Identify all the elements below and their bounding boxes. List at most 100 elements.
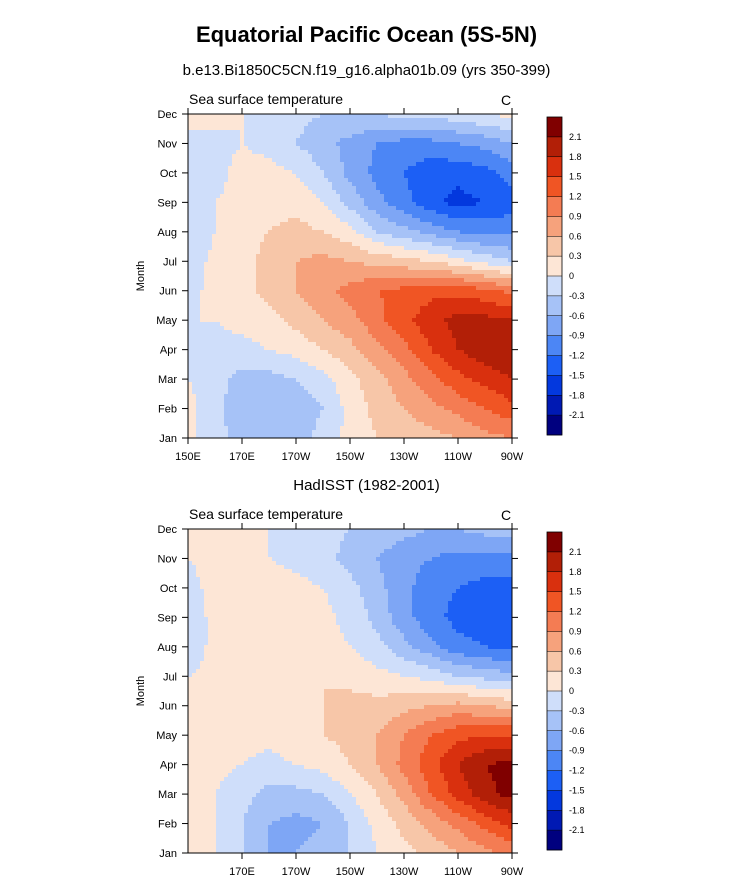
- panel-1-cell: [352, 318, 357, 323]
- panel-1-cell: [308, 314, 313, 319]
- panel-1-cell: [508, 206, 512, 211]
- panel-1-cell: [296, 326, 301, 331]
- panel-1-cell: [288, 294, 293, 299]
- panel-1-cell: [204, 190, 209, 195]
- panel-1-cell: [300, 170, 305, 175]
- panel-1-cell: [388, 158, 393, 163]
- panel-1-cell: [316, 122, 321, 127]
- panel-1-cell: [264, 322, 269, 327]
- panel-1-cell: [324, 310, 329, 315]
- panel-1-cell: [284, 302, 289, 307]
- panel-1-cell: [324, 354, 329, 359]
- panel-1-cell: [344, 138, 349, 143]
- panel-1-cell: [304, 154, 309, 159]
- panel-1-cell: [400, 278, 405, 283]
- panel-1-cell: [436, 262, 441, 267]
- panel-1-cell: [508, 286, 512, 291]
- panel-1-cell: [296, 266, 301, 271]
- panel-1-cell: [472, 262, 477, 267]
- panel-1-cell: [208, 330, 213, 335]
- panel-1-cell: [428, 190, 433, 195]
- panel-1-cell: [208, 214, 213, 219]
- panel-1-cell: [264, 198, 269, 203]
- panel-1-cell: [400, 306, 405, 311]
- panel-1-cell: [400, 154, 405, 159]
- panel-1-cell: [472, 338, 477, 343]
- panel-1-cell: [384, 250, 389, 255]
- panel-1-cell: [320, 342, 325, 347]
- panel-1-cell: [344, 262, 349, 267]
- panel-1-cell: [224, 250, 229, 255]
- panel-1-cell: [336, 246, 341, 251]
- panel-1-cell: [272, 358, 277, 363]
- panel-1-cell: [332, 118, 337, 123]
- panel-1-cell: [508, 178, 512, 183]
- panel-1-cell: [340, 122, 345, 127]
- panel-1-cell: [416, 314, 421, 319]
- panel-1-cell: [484, 154, 489, 159]
- panel-1-cell: [324, 298, 329, 303]
- panel-1-cell: [288, 126, 293, 131]
- panel-1-cell: [508, 158, 512, 163]
- panel-1-cell: [352, 306, 357, 311]
- panel-1-cell: [204, 186, 209, 191]
- panel-1-cell: [392, 326, 397, 331]
- panel-1-cell: [196, 250, 201, 255]
- panel-1-cell: [292, 242, 297, 247]
- panel-1-cell: [508, 294, 512, 299]
- panel-1-cell: [236, 226, 241, 231]
- panel-1-cell: [284, 234, 289, 239]
- panel-1-cell: [360, 266, 365, 271]
- panel-1-cell: [260, 254, 265, 259]
- panel-1-cell: [252, 122, 257, 127]
- panel-1-cell: [216, 302, 221, 307]
- panel-1-cell: [208, 242, 213, 247]
- panel-1-cell: [412, 130, 417, 135]
- panel-1-cell: [284, 310, 289, 315]
- panel-1-cell: [388, 266, 393, 271]
- panel-1-cell: [392, 114, 397, 119]
- panel-1-cell: [388, 210, 393, 215]
- panel-1-cell: [296, 354, 301, 359]
- panel-1-cell: [372, 338, 377, 343]
- panel-1-cell: [488, 134, 493, 139]
- panel-1-cell: [264, 162, 269, 167]
- panel-1-cell: [388, 246, 393, 251]
- panel-1-cell: [264, 222, 269, 227]
- panel-1-cell: [244, 282, 249, 287]
- panel-1-cell: [280, 254, 285, 259]
- panel-1-cell: [456, 346, 461, 351]
- panel-1-cell: [500, 278, 505, 283]
- panel-1-cell: [200, 310, 205, 315]
- panel-1-cell: [476, 226, 481, 231]
- panel-1-cell: [256, 318, 261, 323]
- panel-1-cell: [396, 114, 401, 119]
- panel-1-cell: [280, 202, 285, 207]
- panel-1-cell: [208, 190, 213, 195]
- panel-1-cell: [508, 130, 512, 135]
- panel-1-cell: [368, 246, 373, 251]
- panel-1-cell: [452, 166, 457, 171]
- panel-1-cell: [240, 282, 245, 287]
- panel-1-cell: [368, 166, 373, 171]
- panel-1-cell: [244, 154, 249, 159]
- panel-1-cell: [212, 130, 217, 135]
- panel-1-cell: [200, 210, 205, 215]
- panel-1-cell: [364, 242, 369, 247]
- panel-1-cell: [360, 330, 365, 335]
- panel-1-cell: [268, 146, 273, 151]
- panel-1-cell: [360, 230, 365, 235]
- panel-1-cell: [204, 258, 209, 263]
- panel-1-cell: [368, 334, 373, 339]
- panel-1-cell: [404, 250, 409, 255]
- panel-1-cell: [316, 246, 321, 251]
- panel-1-cell: [276, 174, 281, 179]
- panel-1-cell: [228, 186, 233, 191]
- panel-1-cell: [444, 290, 449, 295]
- panel-1-cell: [300, 146, 305, 151]
- panel-1-cell: [376, 222, 381, 227]
- panel-1-cell: [324, 182, 329, 187]
- panel-1-cell: [212, 150, 217, 155]
- panel-1-cell: [280, 186, 285, 191]
- panel-1-cell: [432, 330, 437, 335]
